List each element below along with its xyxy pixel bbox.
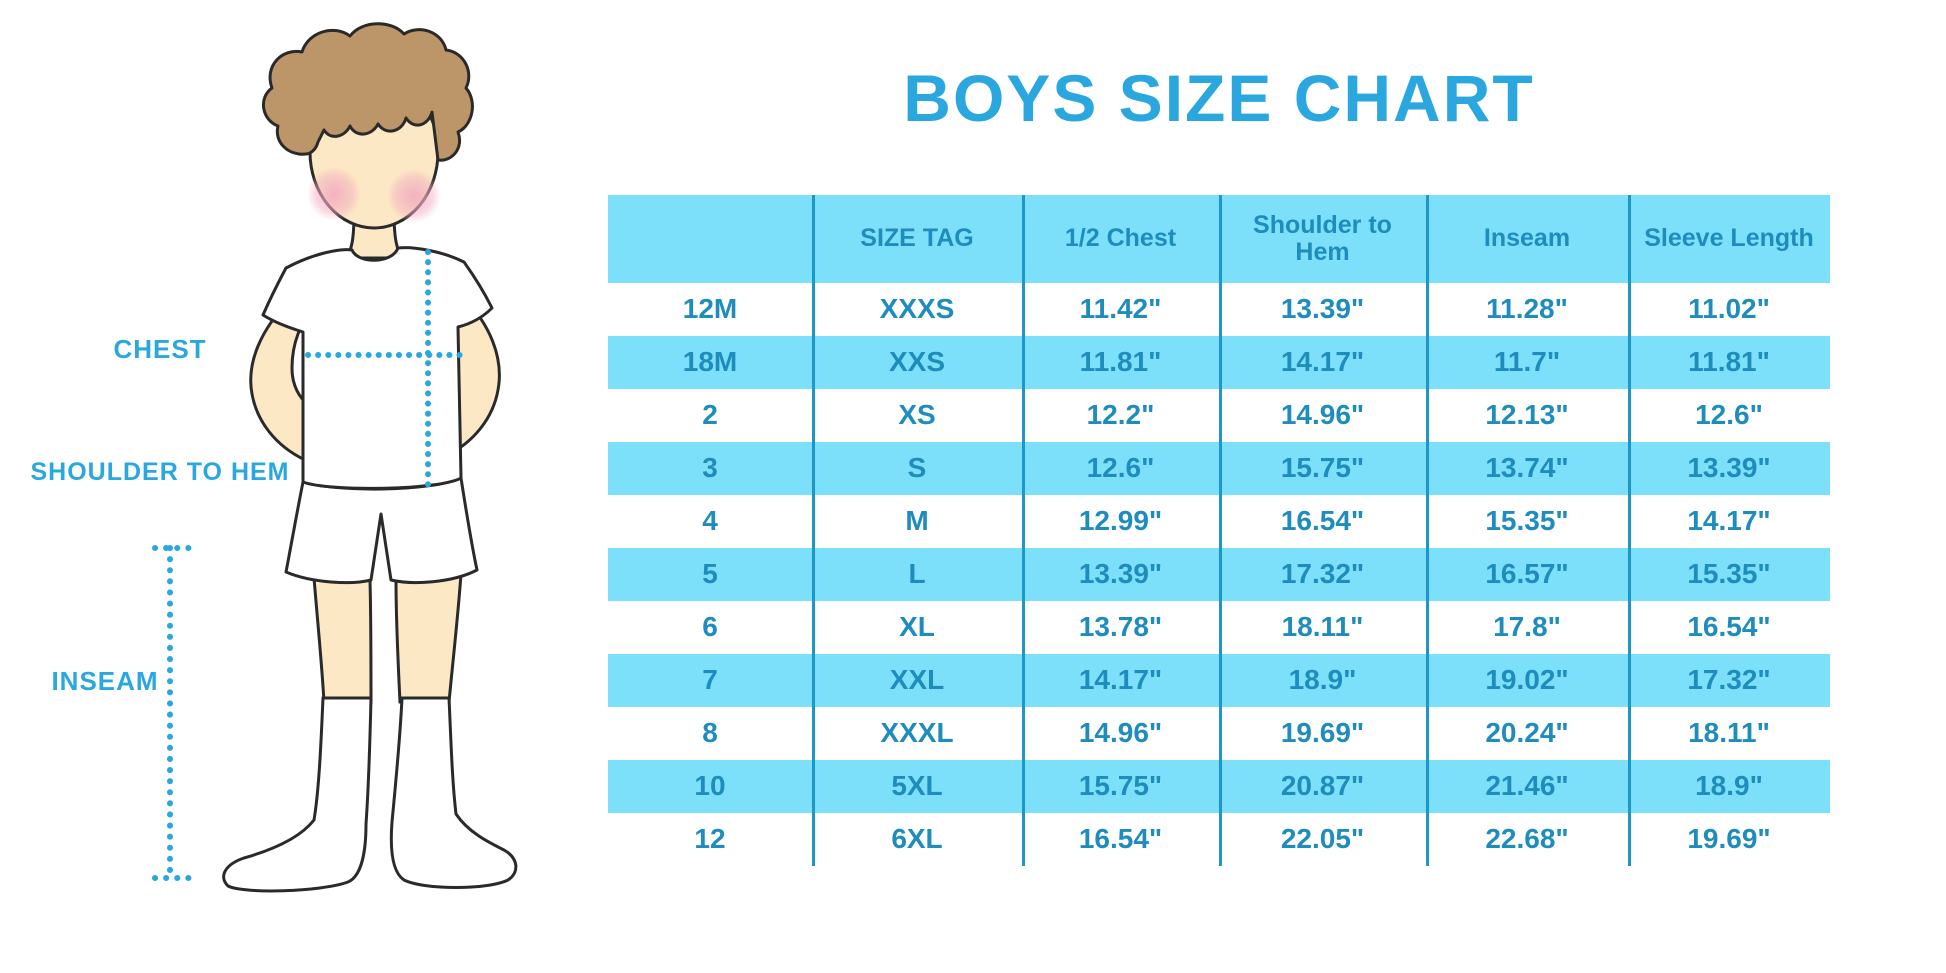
column-header [608,195,812,283]
shorts [284,476,479,585]
boy-figure-illustration [152,22,518,893]
table-cell: L [812,548,1022,601]
size-table-grid: SIZE TAG 1/2 Chest Shoulder to Hem Inseam Sl… [608,195,1830,866]
column-separator [812,195,815,866]
table-cell: 22.05" [1280,823,1365,855]
column-header: 1/2 Chest [1022,195,1219,283]
column-separator [1022,195,1025,866]
column-header: Sleeve Length [1628,195,1830,283]
table-cell: 19.02" [1426,654,1628,707]
table-cell: 13.39" [1628,442,1830,495]
column-separator [1219,195,1222,866]
table-cell: 12M [682,293,738,325]
right-leg [394,572,463,704]
table-cell: 15.75" [1022,760,1219,813]
table-cell: 11.7" [1426,336,1628,389]
table-cell: 12.99" [1078,505,1163,537]
table-cell: 13.74" [1426,442,1628,495]
column-header: Inseam [1426,195,1628,283]
table-cell: 18M [608,336,812,389]
table-cell: 11.81" [1628,336,1830,389]
table-cell: XXS [812,336,1022,389]
column-separator [1628,195,1631,866]
table-cell: 7 [608,654,812,707]
table-cell: 11.02" [1688,293,1770,325]
left-sock [222,696,373,893]
inseam-measurement-line [152,545,196,881]
table-cell: 3 [608,442,812,495]
table-cell: 18.11" [1688,717,1770,749]
table-cell: 16.57" [1426,548,1628,601]
size-table: SIZE TAG 1/2 Chest Shoulder to Hem Inseam Sl… [608,195,1830,866]
table-cell: 17.8" [1493,611,1561,643]
table-cell: XXL [812,654,1022,707]
table-cell: 13.39" [1022,548,1219,601]
table-cell: 5XL [812,760,1022,813]
table-cell: 8 [702,717,718,749]
table-cell: 6 [702,611,718,643]
hair [262,22,474,162]
table-cell: 12.6" [1022,442,1219,495]
table-cell: 12.13" [1485,399,1569,431]
table-cell: 16.54" [1280,505,1365,537]
table-cell: 12 [694,823,726,855]
left-leg [312,576,373,704]
table-cell: 18.9" [1219,654,1426,707]
table-cell: 13.78" [1078,611,1163,643]
table-cell: 12.2" [1086,399,1155,431]
table-cell: S [812,442,1022,495]
table-cell: 6XL [891,823,943,855]
table-cell: 19.69" [1280,717,1365,749]
table-cell: 15.35" [1485,505,1569,537]
table-cell: M [905,505,929,537]
chest-label: CHEST [113,334,207,364]
table-cell: 4 [702,505,718,537]
table-cell: 11.42" [1079,293,1162,325]
t-shirt [261,246,494,490]
table-cell: XS [898,399,936,431]
table-cell: 11.81" [1022,336,1219,389]
table-cell: 10 [608,760,812,813]
table-cell: 17.32" [1219,548,1426,601]
table-cell: 13.39" [1280,293,1365,325]
column-separator [1426,195,1429,866]
shoulder-to-hem-label: SHOULDER TO HEM [30,458,290,486]
inseam-label: INSEAM [51,666,159,696]
page-title: BOYS SIZE CHART [903,61,1535,135]
table-cell: 11.28" [1486,293,1568,325]
table-cell: 14.96" [1078,717,1163,749]
table-cell: XXXL [880,717,954,749]
table-cell: 16.54" [1078,823,1163,855]
table-cell: 14.17" [1687,505,1771,537]
table-cell: XXXS [879,293,955,325]
table-cell: 2 [702,399,718,431]
table-cell: 5 [608,548,812,601]
column-header: Shoulder to Hem [1219,195,1426,283]
table-cell: 21.46" [1426,760,1628,813]
table-cell: 22.68" [1485,823,1569,855]
table-cell: 12.6" [1695,399,1763,431]
table-cell: 20.87" [1219,760,1426,813]
table-cell: 16.54" [1687,611,1771,643]
table-cell: 17.32" [1628,654,1830,707]
table-cell: 18.11" [1281,611,1364,643]
table-cell: 19.69" [1687,823,1771,855]
table-cell: 15.35" [1628,548,1830,601]
blush-right-cheek [387,169,441,223]
blush-left-cheek [307,167,361,221]
table-cell: 14.17" [1219,336,1426,389]
table-cell: 15.75" [1219,442,1426,495]
table-cell: 14.17" [1022,654,1219,707]
table-cell: XL [899,611,935,643]
table-cell: 18.9" [1628,760,1830,813]
column-header: SIZE TAG [812,195,1022,283]
table-cell: 20.24" [1485,717,1569,749]
right-sock [389,696,518,889]
table-cell: 14.96" [1280,399,1365,431]
